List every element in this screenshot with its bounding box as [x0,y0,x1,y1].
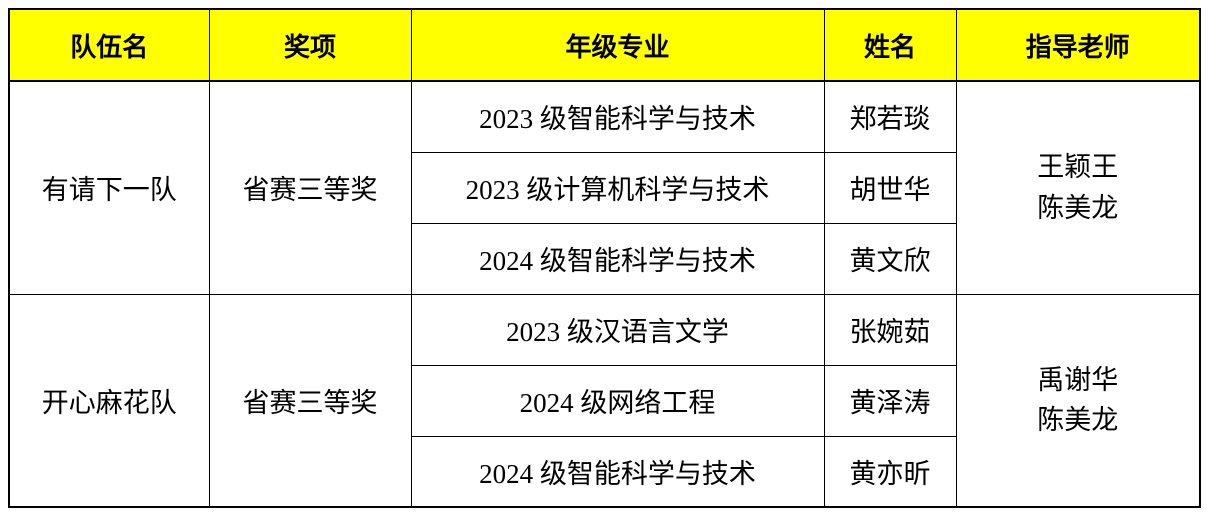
member-name-cell: 黄泽涛 [823,364,957,437]
team-name-cell: 有请下一队 [8,80,210,295]
award-cell: 省赛三等奖 [208,293,412,508]
col-header-grade-major: 年级专业 [410,8,825,82]
advisor-name: 禹谢华 [1037,364,1119,395]
awards-table: 队伍名 奖项 年级专业 姓名 指导老师 有请下一队 省赛三等奖 2023 级智能… [8,8,1201,508]
table-row: 2024 级智能科学与技术 黄亦昕 [9,435,1200,508]
header-row: 队伍名 奖项 年级专业 姓名 指导老师 [8,8,1201,82]
major-cell: 2023 级智能科学与技术 [410,80,825,153]
major-cell: 2023 级汉语言文学 [410,293,825,366]
col-header-advisor: 指导老师 [955,8,1201,82]
advisor-name: 陈美龙 [1037,192,1119,223]
member-name-cell: 胡世华 [823,151,957,224]
major-cell: 2024 级网络工程 [410,364,825,437]
major-cell: 2024 级智能科学与技术 [410,435,825,508]
member-name-cell: 张婉茹 [823,293,957,366]
member-name-cell: 黄亦昕 [823,435,957,508]
major-cell: 2024 级智能科学与技术 [410,222,825,295]
col-header-team-name: 队伍名 [8,8,210,82]
award-cell: 省赛三等奖 [208,80,412,295]
table-row: 2023 级计算机科学与技术 胡世华 [9,151,1200,224]
table-row: 有请下一队 省赛三等奖 2023 级智能科学与技术 郑若琰 王颖王 陈美龙 [8,80,1201,295]
advisor-name: 陈美龙 [1037,405,1119,436]
member-name-cell: 黄文欣 [823,222,957,295]
col-header-award: 奖项 [208,8,412,82]
advisors-cell: 王颖王 陈美龙 [955,80,1201,295]
advisor-name: 王颖王 [1037,152,1119,183]
major-cell: 2023 级计算机科学与技术 [410,151,825,224]
member-name-cell: 郑若琰 [823,80,957,153]
advisors-cell: 禹谢华 陈美龙 [955,293,1201,508]
col-header-member-name: 姓名 [823,8,957,82]
table-row: 开心麻花队 省赛三等奖 2023 级汉语言文学 张婉茹 禹谢华 陈美龙 [8,293,1201,508]
team-name-cell: 开心麻花队 [8,293,210,508]
